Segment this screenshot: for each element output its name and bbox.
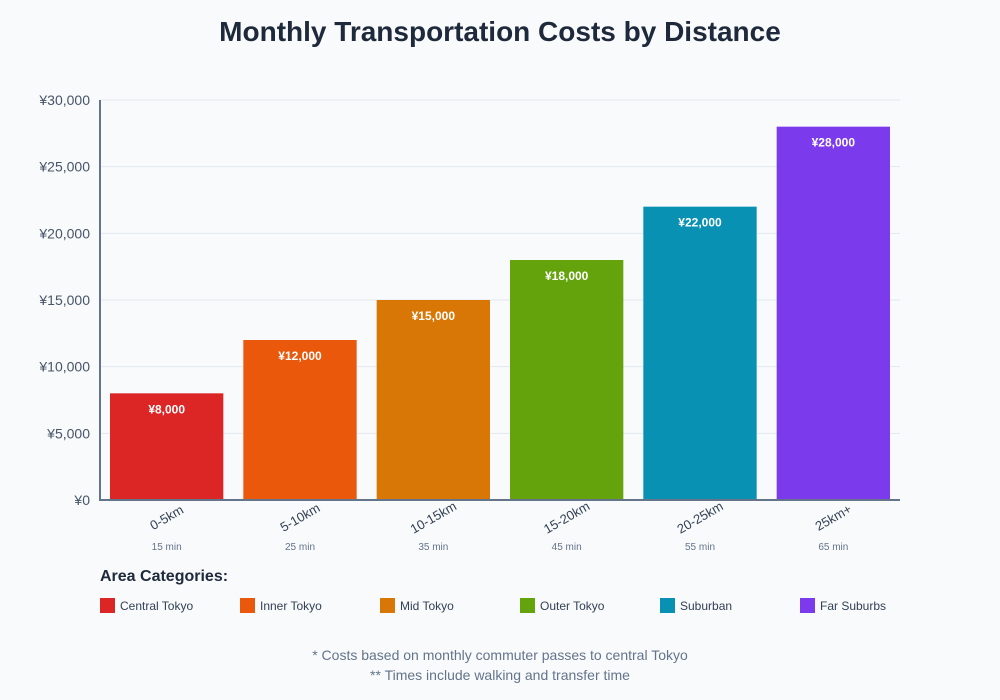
- bar: [243, 340, 357, 500]
- bar: [510, 260, 624, 500]
- bar: [643, 206, 757, 500]
- bar-value-label: ¥28,000: [812, 136, 856, 150]
- legend-swatch: [100, 598, 115, 613]
- legend-item: Suburban: [680, 599, 732, 613]
- x-sublabel: 65 min: [818, 542, 848, 553]
- legend-item: Outer Tokyo: [540, 599, 605, 613]
- legend-swatch: [800, 598, 815, 613]
- x-tick-label: 10-15km: [408, 498, 459, 536]
- legend-swatch: [520, 598, 535, 613]
- y-tick-label: ¥20,000: [38, 225, 90, 241]
- legend-title: Area Categories:: [100, 568, 228, 585]
- x-tick-label: 5-10km: [277, 500, 322, 535]
- x-tick-label: 0-5km: [147, 502, 186, 533]
- legend-swatch: [380, 598, 395, 613]
- footnote-1: * Costs based on monthly commuter passes…: [312, 647, 688, 663]
- x-sublabel: 35 min: [418, 542, 448, 553]
- bar-value-label: ¥18,000: [545, 269, 589, 283]
- y-tick-label: ¥30,000: [38, 92, 90, 108]
- x-sublabel: 25 min: [285, 542, 315, 553]
- x-tick-label: 20-25km: [674, 498, 725, 536]
- bar-value-label: ¥15,000: [412, 309, 456, 323]
- bar: [110, 393, 224, 500]
- bar-value-label: ¥22,000: [678, 216, 722, 230]
- bar: [776, 126, 890, 501]
- x-tick-label: 25km+: [813, 501, 855, 534]
- x-sublabel: 15 min: [152, 542, 182, 553]
- y-tick-label: ¥0: [73, 492, 90, 508]
- footnote-2: ** Times include walking and transfer ti…: [370, 667, 630, 683]
- bar: [376, 300, 490, 500]
- legend-swatch: [240, 598, 255, 613]
- y-tick-label: ¥5,000: [46, 425, 90, 441]
- chart-title: Monthly Transportation Costs by Distance: [219, 16, 781, 47]
- legend-item: Far Suburbs: [820, 599, 886, 613]
- x-sublabel: 55 min: [685, 542, 715, 553]
- y-tick-label: ¥15,000: [38, 292, 90, 308]
- legend-item: Mid Tokyo: [400, 599, 454, 613]
- x-sublabel: 45 min: [552, 542, 582, 553]
- x-tick-label: 15-20km: [541, 498, 592, 536]
- bar-value-label: ¥8,000: [148, 402, 185, 416]
- y-tick-label: ¥10,000: [38, 359, 90, 375]
- legend-swatch: [660, 598, 675, 613]
- y-tick-label: ¥25,000: [38, 159, 90, 175]
- legend-item: Inner Tokyo: [260, 599, 322, 613]
- legend-item: Central Tokyo: [120, 599, 193, 613]
- bar-value-label: ¥12,000: [278, 349, 322, 363]
